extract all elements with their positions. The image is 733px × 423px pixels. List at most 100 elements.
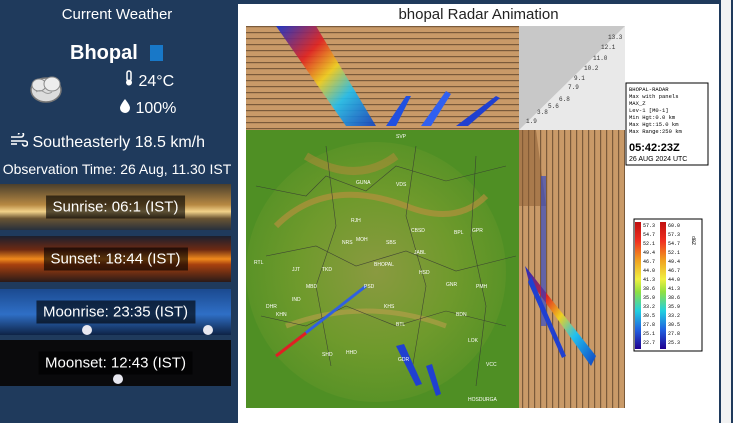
scale-label: 49.4 bbox=[643, 250, 655, 256]
section-title: Current Weather bbox=[61, 6, 173, 23]
drop-icon bbox=[119, 99, 135, 117]
info-line: Max Range:250 km bbox=[629, 128, 683, 135]
station-label: MOH bbox=[356, 237, 368, 243]
station-label: GNR bbox=[446, 282, 458, 288]
scale-label: 35.9 bbox=[643, 295, 655, 301]
scale-label: 49.4 bbox=[668, 259, 680, 265]
station-label: HOSDURGA bbox=[468, 397, 498, 403]
height-tick: 1.9 bbox=[526, 118, 537, 125]
radar-image: 13.3 12.1 11.0 10.2 9.1 7.9 6.8 5.6 3.8 … bbox=[246, 26, 711, 408]
scale-label: 33.2 bbox=[643, 304, 655, 310]
dbz-color-scale: 57.3 54.7 52.1 49.4 46.7 44.0 41.3 38.6 35.9 33.2… bbox=[633, 218, 703, 352]
info-line: BHOPAL-RADAR bbox=[629, 86, 669, 93]
height-tick: 9.1 bbox=[574, 75, 585, 82]
sunset-band: Sunset: 18:44 (IST) bbox=[0, 236, 231, 282]
scale-label: 46.7 bbox=[643, 259, 655, 265]
station-label: GPR bbox=[472, 228, 483, 234]
station-label: SVP bbox=[396, 134, 407, 140]
height-ticks: 13.3 12.1 11.0 10.2 9.1 7.9 6.8 5.6 3.8 … bbox=[526, 34, 623, 125]
height-tick: 13.3 bbox=[608, 34, 623, 41]
scale-label: 44.0 bbox=[668, 277, 680, 283]
moon-icon bbox=[82, 325, 92, 335]
scale-label: 54.7 bbox=[643, 232, 655, 238]
station-label: NRS bbox=[342, 240, 353, 246]
scale-label: 46.7 bbox=[668, 268, 680, 274]
station-label: GUNA bbox=[356, 180, 371, 186]
station-label: CBSD bbox=[411, 228, 425, 234]
city-name: Bhopal bbox=[70, 42, 138, 64]
station-labels: SVP GUNA VDS RJH MOH SBS CBSD BPL BHOPAL… bbox=[254, 134, 498, 403]
station-label: TKD bbox=[322, 267, 332, 273]
station-label: RJH bbox=[351, 218, 361, 224]
station-label: SBS bbox=[386, 240, 397, 246]
station-label: MBD bbox=[306, 284, 318, 290]
scale-label: 35.9 bbox=[668, 304, 680, 310]
height-tick: 7.9 bbox=[568, 84, 579, 91]
info-line: Min Hgt:0.0 km bbox=[629, 114, 676, 121]
info-line: MAX_Z bbox=[629, 100, 646, 107]
info-line: Max Hgt:15.0 km bbox=[629, 121, 679, 128]
humidity: 100% bbox=[119, 98, 176, 118]
height-tick: 11.0 bbox=[593, 55, 608, 62]
radar-time: 05:42:23Z bbox=[629, 142, 680, 154]
wind-text: Southeasterly 18.5 km/h bbox=[32, 134, 205, 151]
temp-value: 24 bbox=[138, 73, 157, 90]
humidity-value: 100% bbox=[135, 100, 177, 117]
station-label: DHR bbox=[266, 304, 277, 310]
height-tick: 3.8 bbox=[537, 109, 548, 116]
station-label: BDN bbox=[456, 312, 467, 318]
moonrise-band: Moonrise: 23:35 (IST) bbox=[0, 289, 231, 335]
station-label: IND bbox=[292, 297, 301, 303]
moon-icon bbox=[203, 325, 213, 335]
temperature: 24°C bbox=[124, 70, 174, 91]
radar-range-circle bbox=[246, 142, 506, 402]
scale-label: 44.0 bbox=[643, 268, 655, 274]
temp-unit: °C bbox=[156, 73, 175, 90]
observation-time: Observation Time: 26 Aug, 11.30 IST bbox=[2, 161, 232, 177]
station-label: SHD bbox=[322, 352, 333, 358]
station-label: KHN bbox=[276, 312, 287, 318]
scale-label: 33.2 bbox=[668, 313, 680, 319]
height-tick: 10.2 bbox=[584, 65, 599, 72]
thermometer-icon bbox=[124, 70, 138, 90]
scale-label: 57.3 bbox=[643, 223, 655, 229]
info-line: Max with panels bbox=[629, 93, 679, 100]
scale-label: 38.6 bbox=[668, 295, 680, 301]
station-label: PMH bbox=[476, 284, 488, 290]
moonset-label: Moonset: 12:43 (IST) bbox=[38, 351, 193, 375]
station-label: JJT bbox=[292, 267, 300, 273]
sunrise-band: Sunrise: 06:1 (IST) bbox=[0, 184, 231, 230]
scale-label: 27.8 bbox=[668, 331, 680, 337]
scale-label: 30.5 bbox=[643, 313, 655, 319]
cloudy-icon bbox=[26, 70, 66, 111]
station-label: HHD bbox=[346, 350, 357, 356]
station-label: GDR bbox=[398, 357, 410, 363]
station-label: JABL bbox=[414, 250, 426, 256]
scrollbar[interactable] bbox=[721, 0, 731, 423]
sunrise-label: Sunrise: 06:1 (IST) bbox=[45, 195, 186, 219]
scale-label: 25.1 bbox=[643, 331, 655, 337]
station-label: LOK bbox=[468, 338, 479, 344]
wind-info: Southeasterly 18.5 km/h bbox=[10, 131, 205, 152]
station-label: BHOPAL bbox=[374, 262, 394, 268]
scale-label: 60.0 bbox=[668, 223, 680, 229]
height-tick: 6.8 bbox=[559, 96, 570, 103]
station-label: BPL bbox=[454, 230, 464, 236]
district-boundaries bbox=[255, 145, 517, 387]
wind-icon bbox=[10, 131, 32, 151]
station-label: PSD bbox=[364, 284, 375, 290]
moonset-band: Moonset: 12:43 (IST) bbox=[0, 340, 231, 386]
sunset-label: Sunset: 18:44 (IST) bbox=[43, 247, 188, 271]
scale-label: 52.1 bbox=[668, 250, 680, 256]
height-tick: 12.1 bbox=[601, 44, 616, 51]
radar-title: bhopal Radar Animation bbox=[398, 6, 559, 23]
radar-date: 26 AUG 2024 UTC bbox=[629, 156, 687, 163]
scale-label: 41.3 bbox=[668, 286, 680, 292]
station-label: VDS bbox=[396, 182, 407, 188]
weather-panel: Current Weather Bhopal 24°C 100% Southea… bbox=[0, 0, 234, 423]
station-label: HSD bbox=[419, 270, 430, 276]
station-label: VCC bbox=[486, 362, 497, 368]
info-line: Lev-1 [M0-1] bbox=[629, 107, 669, 114]
radar-info-box: BHOPAL-RADAR Max with panels MAX_Z Lev-1… bbox=[625, 82, 709, 166]
city-marker bbox=[150, 45, 163, 61]
